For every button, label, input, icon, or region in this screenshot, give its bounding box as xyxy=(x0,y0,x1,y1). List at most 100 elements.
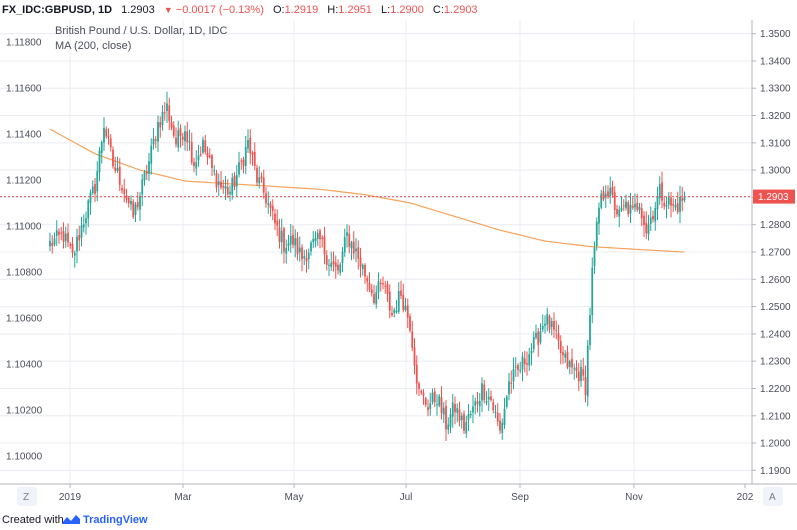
candle-body xyxy=(528,354,531,366)
price-tick-label: 1.2400 xyxy=(760,329,791,340)
candle-body xyxy=(436,404,438,406)
candle-body xyxy=(364,264,366,277)
candle-body xyxy=(481,383,483,401)
indicator-legend[interactable]: MA (200, close) xyxy=(55,40,131,52)
tradingview-brand[interactable]: TradingView xyxy=(83,514,148,526)
left-tick-label: 1.10000 xyxy=(6,452,43,463)
grid-lines xyxy=(0,20,752,484)
candle-body xyxy=(145,171,148,174)
price-tick-label: 1.2600 xyxy=(760,275,791,286)
candle-body xyxy=(384,285,387,287)
chart-area[interactable]: 1.11800 1.11600 1.11400 1.11200 1.11000 1.108… xyxy=(0,20,797,509)
candle-body xyxy=(190,141,193,163)
candle-body xyxy=(285,248,288,254)
candle-body xyxy=(157,122,159,142)
candle-body xyxy=(316,232,319,239)
zoom-button-label: Z xyxy=(23,492,29,503)
left-tick-label: 1.10400 xyxy=(6,360,43,371)
price-tick-label: 1.2700 xyxy=(760,248,791,259)
candle-body xyxy=(602,191,605,200)
time-tick-label: 202 xyxy=(737,492,754,503)
candle-body xyxy=(240,160,243,162)
candle-body xyxy=(87,200,90,219)
candle-body xyxy=(294,238,297,246)
symbol-title[interactable]: FX_IDC:GBPUSD, 1D xyxy=(2,4,113,16)
candle-body xyxy=(296,237,299,255)
candle-body xyxy=(460,415,463,421)
candle-body xyxy=(586,345,589,397)
candle-body xyxy=(654,208,657,222)
left-tick-label: 1.10800 xyxy=(6,268,43,279)
candle-body xyxy=(613,192,616,211)
price-chart[interactable]: 1.11800 1.11600 1.11400 1.11200 1.11000 1.108… xyxy=(0,20,797,509)
price-tick-label: 1.2100 xyxy=(760,411,791,422)
candle-body xyxy=(343,237,346,253)
candle-body xyxy=(215,172,218,188)
candle-body xyxy=(631,205,634,208)
candle-body xyxy=(566,351,569,368)
candle-body xyxy=(519,369,522,372)
candle-body xyxy=(181,136,184,140)
candle-body xyxy=(577,371,580,382)
candle-body xyxy=(325,255,328,265)
price-tick-label: 1.2000 xyxy=(760,439,791,450)
candle-body xyxy=(366,278,369,282)
candle-body xyxy=(166,103,168,112)
candle-body xyxy=(71,243,74,253)
candle-body xyxy=(379,283,382,285)
price-tick-label: 1.3000 xyxy=(760,166,791,177)
candle-body xyxy=(451,402,454,417)
candle-body xyxy=(429,403,432,409)
candle-body xyxy=(420,390,423,393)
candle-body xyxy=(564,353,567,358)
candle-body xyxy=(575,367,578,371)
candle-body xyxy=(112,149,114,167)
candle-body xyxy=(665,204,668,207)
candle-body xyxy=(141,179,144,195)
left-tick-label: 1.11600 xyxy=(6,84,42,95)
candle-body xyxy=(478,400,481,407)
candle-body xyxy=(244,146,247,167)
candle-body xyxy=(208,155,211,158)
candle-body xyxy=(609,187,612,197)
candle-body xyxy=(445,406,447,430)
candle-body xyxy=(404,305,407,311)
candle-body xyxy=(557,333,560,341)
candle-body xyxy=(638,206,641,211)
candle-body xyxy=(622,205,625,207)
candle-body xyxy=(289,235,292,245)
candle-body xyxy=(449,414,452,427)
candle-body xyxy=(580,366,582,381)
left-tick-label: 1.10200 xyxy=(6,406,43,417)
candle-body xyxy=(154,139,157,141)
candle-body xyxy=(544,323,546,326)
candle-body xyxy=(591,267,594,316)
candle-body xyxy=(539,331,542,343)
candle-body xyxy=(530,350,533,354)
candle-body xyxy=(220,181,222,188)
candle-body xyxy=(393,309,396,313)
candle-body xyxy=(537,331,540,345)
left-tick-label: 1.11200 xyxy=(6,176,42,187)
auto-scale-button[interactable]: A xyxy=(763,487,783,506)
candle-body xyxy=(67,232,69,243)
candle-body xyxy=(431,392,434,403)
zoom-button[interactable]: Z xyxy=(17,487,37,506)
time-axis[interactable]: 2019 Mar May Jul Sep Nov 202 xyxy=(59,484,754,503)
candle-body xyxy=(541,325,544,330)
candle-body xyxy=(433,391,436,403)
candle-body xyxy=(55,230,58,236)
candle-body xyxy=(116,168,119,171)
down-arrow-icon: ▼ xyxy=(163,5,173,15)
candle-body xyxy=(109,138,112,148)
candle-body xyxy=(85,218,87,224)
candle-body xyxy=(262,177,265,193)
candle-body xyxy=(143,172,146,181)
candle-body xyxy=(375,292,378,305)
candle-body xyxy=(442,407,445,415)
moving-average-line xyxy=(49,128,685,253)
candle-body xyxy=(256,167,258,183)
candle-body xyxy=(355,248,357,252)
candle-body xyxy=(568,361,571,368)
candle-body xyxy=(292,234,294,245)
